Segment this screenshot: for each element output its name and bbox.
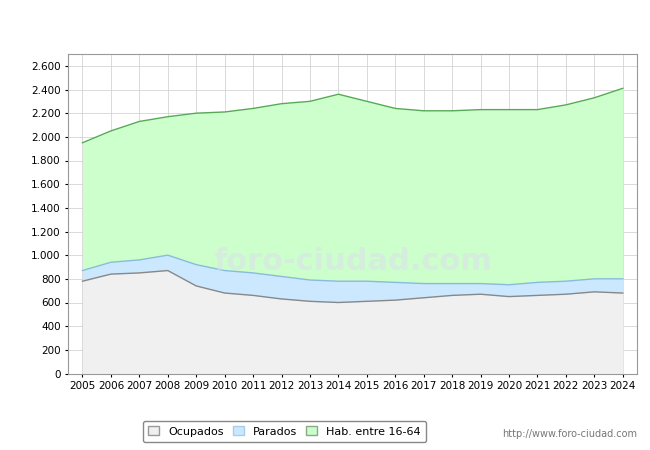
Text: http://www.foro-ciudad.com: http://www.foro-ciudad.com [502, 429, 637, 439]
Text: Sant Hipòlit de Voltregà - Evolucion de la poblacion en edad de Trabajar Mayo de: Sant Hipòlit de Voltregà - Evolucion de … [69, 10, 581, 23]
Text: foro-ciudad.com: foro-ciudad.com [213, 247, 492, 276]
Legend: Ocupados, Parados, Hab. entre 16-64: Ocupados, Parados, Hab. entre 16-64 [143, 421, 426, 442]
